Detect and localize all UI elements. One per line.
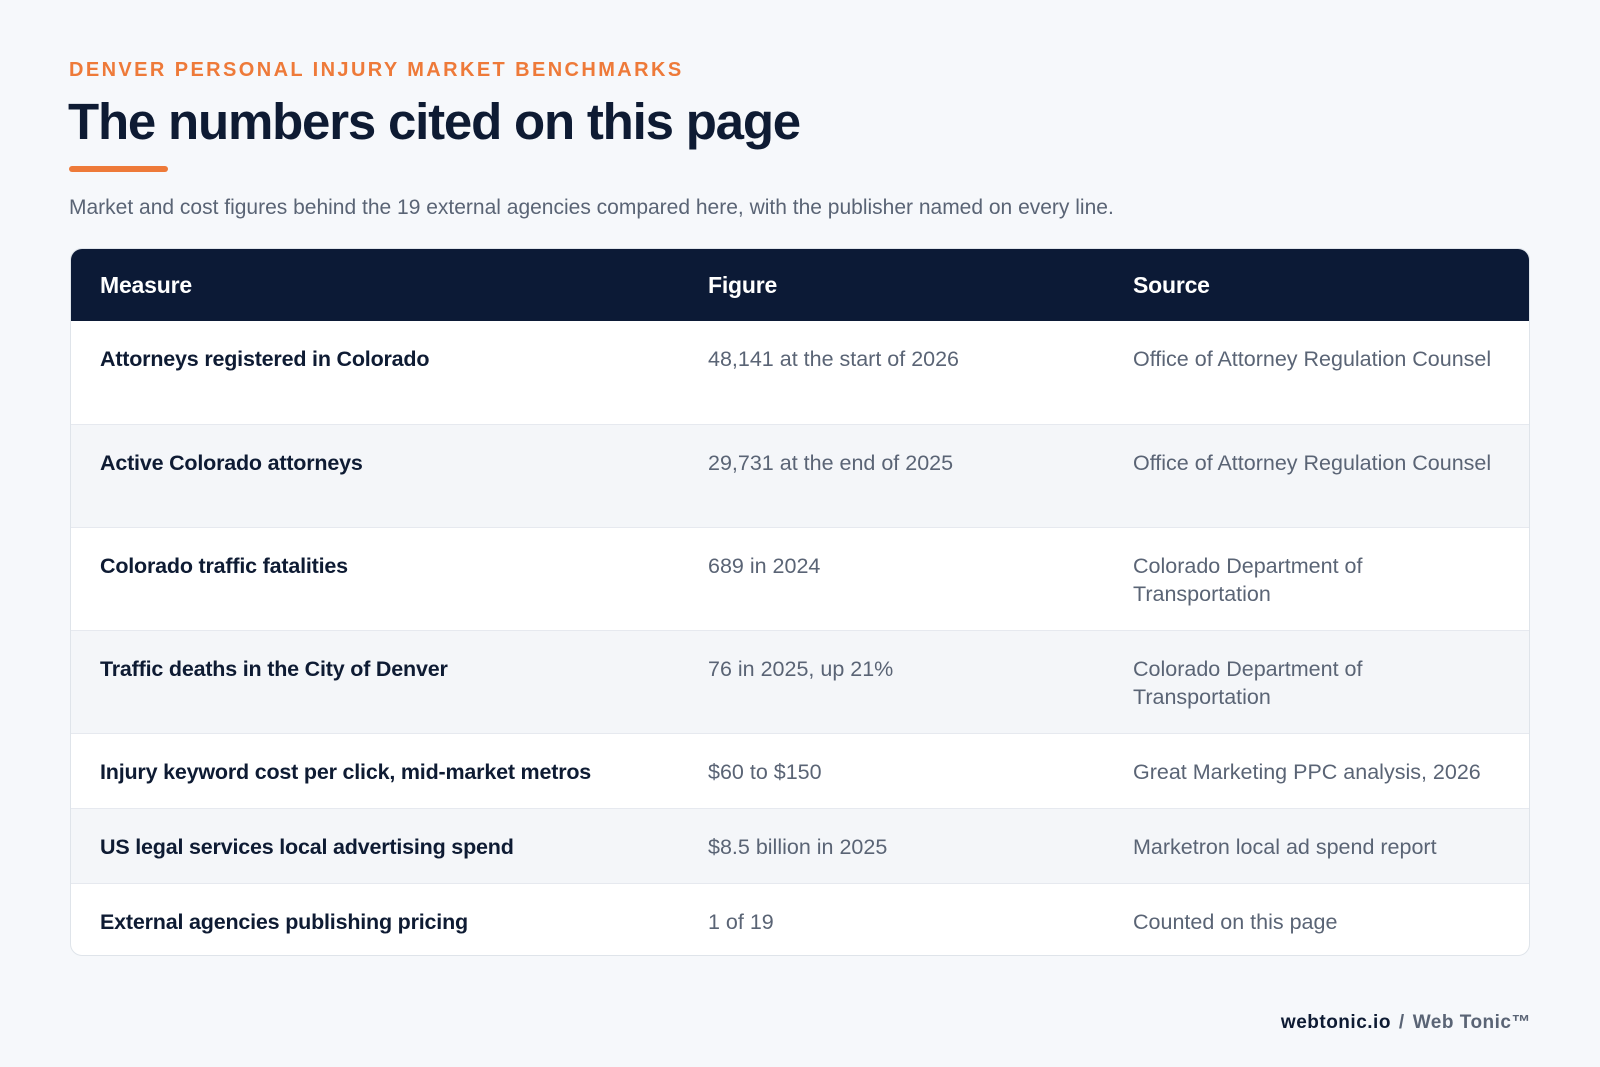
source-cell: Colorado Department of Transportation [1104,526,1529,630]
page-title: The numbers cited on this page [68,93,801,150]
figure-cell: $8.5 billion in 2025 [679,807,1104,883]
measure-cell: Injury keyword cost per click, mid-marke… [71,732,679,808]
measure-cell: Colorado traffic fatalities [71,526,679,630]
page-subtitle: Market and cost figures behind the 19 ex… [69,196,1114,219]
title-accent-rule [69,166,168,172]
eyebrow-label: DENVER PERSONAL INJURY MARKET BENCHMARKS [69,59,684,81]
footer-separator: / [1398,1012,1405,1033]
source-cell: Office of Attorney Regulation Counsel [1133,347,1492,371]
measure-cell: Traffic deaths in the City of Denver [71,629,679,733]
table-row: External agencies publishing pricing 1 o… [71,882,1529,955]
source-cell: Office of Attorney Regulation Counsel [1104,423,1529,527]
column-header-figure: Figure [708,271,778,298]
footer-brand: webtonic.io / Web Tonic™ [1281,1012,1531,1034]
table-row: Traffic deaths in the City of Denver 76 … [71,629,1529,733]
column-header-measure: Measure [100,271,192,298]
figure-cell: 48,141 at the start of 2026 [708,347,960,371]
source-cell: Great Marketing PPC analysis, 2026 [1104,732,1529,808]
measure-cell: Attorneys registered in Colorado [100,347,430,371]
benchmarks-table-card: Measure Figure Source Attorneys register… [70,248,1530,956]
footer-brand-name: Web Tonic™ [1412,1012,1531,1033]
measure-cell: US legal services local advertising spen… [71,807,679,883]
source-cell: Colorado Department of Transportation [1104,629,1529,733]
column-header-source: Source [1133,271,1210,298]
measure-cell: External agencies publishing pricing [71,882,679,955]
table-header-row: Measure Figure Source [71,249,1529,321]
table-row: Attorneys registered in Colorado 48,141 … [71,321,1529,424]
table-row: Colorado traffic fatalities 689 in 2024 … [71,526,1529,630]
figure-cell: 1 of 19 [679,882,1104,955]
figure-cell: 76 in 2025, up 21% [679,629,1104,733]
figure-cell: 29,731 at the end of 2025 [679,423,1104,527]
benchmarks-table: Measure Figure Source Attorneys register… [71,249,1529,955]
table-row: Injury keyword cost per click, mid-marke… [71,732,1529,808]
table-row: Active Colorado attorneys 29,731 at the … [71,423,1529,527]
figure-cell: 689 in 2024 [679,526,1104,630]
source-cell: Counted on this page [1104,882,1529,955]
footer-domain: webtonic.io [1280,1012,1391,1033]
figure-cell: $60 to $150 [679,732,1104,808]
table-row: US legal services local advertising spen… [71,807,1529,883]
source-cell: Marketron local ad spend report [1104,807,1529,883]
measure-cell: Active Colorado attorneys [71,423,679,527]
